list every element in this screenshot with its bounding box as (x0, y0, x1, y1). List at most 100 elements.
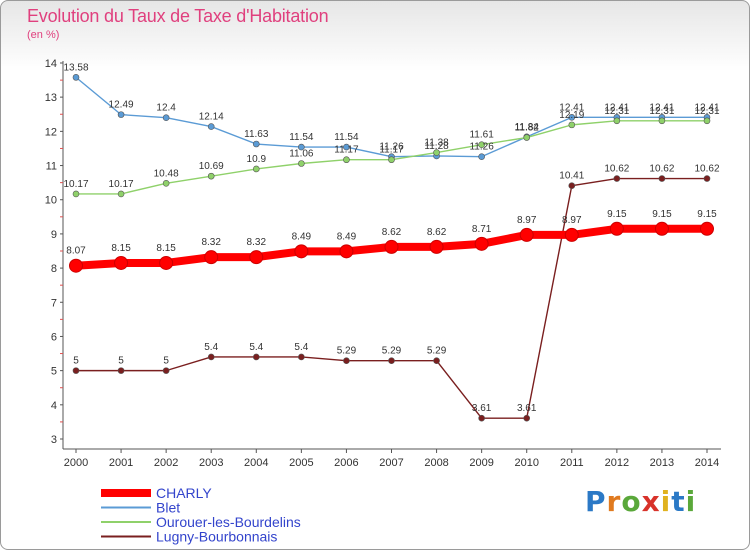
data-label-lugny-bourbonnais: 5.4 (204, 342, 218, 353)
data-label-ourouer-les-bourdelins: 12.31 (694, 106, 719, 117)
data-label-ourouer-les-bourdelins: 10.69 (199, 161, 224, 172)
data-label-charly: 8.49 (337, 231, 357, 242)
data-label-charly: 8.49 (292, 231, 312, 242)
y-tick-label: 11 (46, 161, 57, 173)
data-label-lugny-bourbonnais: 5.29 (337, 346, 357, 357)
data-label-lugny-bourbonnais: 3.61 (472, 403, 492, 414)
data-point-charly (69, 258, 83, 273)
data-point-blet (252, 140, 260, 148)
data-label-ourouer-les-bourdelins: 10.17 (63, 179, 88, 190)
data-label-blet: 12.41 (559, 102, 584, 113)
data-label-lugny-bourbonnais: 10.62 (604, 164, 629, 175)
x-tick-label: 2002 (154, 457, 178, 469)
legend-label-ourouer-les-bourdelins: Ourouer-les-Bourdelins (156, 514, 301, 530)
x-tick-label: 2005 (289, 457, 313, 469)
data-point-charly (294, 244, 309, 259)
data-label-blet: 12.14 (199, 112, 224, 123)
y-tick-label: 10 (45, 195, 57, 207)
data-label-ourouer-les-bourdelins: 11.61 (469, 130, 494, 141)
y-tick-label: 6 (51, 331, 57, 343)
y-tick-label: 5 (51, 366, 57, 378)
data-label-blet: 13.58 (63, 62, 88, 73)
data-point-lugny-bourbonnais (433, 357, 440, 365)
legend: CHARLYBletOurouer-les-BourdelinsLugny-Bo… (101, 485, 301, 545)
data-label-blet: 11.54 (289, 132, 314, 143)
x-tick-label: 2001 (109, 457, 133, 469)
data-point-lugny-bourbonnais (478, 414, 485, 422)
data-label-blet: 11.84 (515, 122, 540, 133)
data-point-lugny-bourbonnais (117, 367, 125, 374)
data-label-blet: 11.26 (469, 142, 494, 153)
data-label-charly: 8.32 (201, 237, 221, 248)
x-tick-label: 2000 (64, 457, 88, 469)
data-label-blet: 12.41 (604, 102, 629, 113)
data-label-blet: 12.49 (109, 100, 134, 111)
data-label-charly: 8.97 (517, 215, 537, 226)
data-point-charly (159, 255, 174, 270)
data-point-blet (162, 114, 170, 121)
data-point-blet (117, 111, 125, 118)
data-label-ourouer-les-bourdelins: 11.82 (515, 123, 540, 134)
data-label-lugny-bourbonnais: 3.61 (517, 403, 537, 414)
data-label-blet: 11.26 (379, 142, 404, 153)
data-label-blet: 12.41 (694, 102, 719, 113)
data-point-ourouer-les-bourdelins (523, 134, 531, 141)
data-point-lugny-bourbonnais (613, 175, 621, 182)
data-label-ourouer-les-bourdelins: 10.48 (154, 168, 179, 179)
data-label-ourouer-les-bourdelins: 12.19 (559, 110, 584, 121)
data-point-charly (204, 250, 219, 265)
data-label-charly: 8.62 (427, 227, 447, 238)
x-tick-label: 2010 (514, 457, 538, 469)
legend-label-lugny-bourbonnais: Lugny-Bourbonnais (156, 529, 277, 545)
data-label-charly: 8.97 (562, 215, 582, 226)
data-label-charly: 9.15 (652, 209, 672, 220)
data-point-charly (339, 244, 354, 259)
y-tick-label: 14 (45, 58, 57, 70)
series-layer (69, 74, 714, 422)
data-point-ourouer-les-bourdelins (298, 160, 305, 167)
data-point-lugny-bourbonnais (523, 414, 531, 422)
x-tick-label: 2014 (695, 457, 719, 469)
y-tick-label: 3 (51, 434, 57, 446)
data-point-blet (207, 123, 215, 130)
data-point-charly (609, 221, 624, 236)
x-tick-label: 2013 (650, 457, 674, 469)
data-point-blet (568, 114, 576, 121)
chart-subtitle: (en %) (27, 29, 60, 41)
data-point-charly (249, 250, 264, 265)
data-point-charly (564, 227, 579, 242)
x-tick-label: 2009 (469, 457, 493, 469)
data-label-ourouer-les-bourdelins: 11.38 (424, 138, 449, 149)
data-point-ourouer-les-bourdelins (433, 149, 440, 156)
data-label-charly: 8.32 (247, 237, 267, 248)
data-label-charly: 8.15 (156, 243, 176, 254)
proxiti-logo: Proxiti (585, 485, 697, 518)
data-label-charly: 9.15 (697, 209, 717, 220)
data-point-charly (519, 227, 534, 242)
x-tick-label: 2007 (379, 457, 403, 469)
data-label-lugny-bourbonnais: 10.62 (694, 164, 719, 175)
data-point-charly (429, 239, 444, 254)
data-label-ourouer-les-bourdelins: 10.17 (109, 179, 134, 190)
axes: 3 4 5 6 7 8 9 10 11 12 13 14 2000 2001 2002 2003 2004 200… (45, 58, 721, 469)
y-tick-label: 9 (51, 229, 57, 241)
data-label-charly: 8.71 (472, 224, 492, 235)
data-point-lugny-bourbonnais (568, 182, 576, 190)
data-point-lugny-bourbonnais (658, 175, 666, 182)
data-label-ourouer-les-bourdelins: 11.17 (334, 145, 359, 156)
data-point-blet (72, 74, 80, 81)
data-point-lugny-bourbonnais (162, 367, 170, 374)
data-point-blet (478, 153, 485, 160)
data-point-lugny-bourbonnais (388, 357, 395, 365)
y-tick-label: 7 (51, 297, 57, 309)
data-point-lugny-bourbonnais (72, 367, 80, 374)
data-label-lugny-bourbonnais: 10.62 (649, 164, 674, 175)
data-label-lugny-bourbonnais: 5 (163, 356, 169, 367)
data-label-blet: 11.28 (424, 141, 449, 152)
y-tick-label: 12 (45, 126, 57, 138)
data-point-ourouer-les-bourdelins (388, 156, 395, 164)
data-point-ourouer-les-bourdelins (207, 172, 215, 180)
data-point-ourouer-les-bourdelins (252, 165, 260, 173)
data-label-charly: 8.15 (111, 243, 131, 254)
